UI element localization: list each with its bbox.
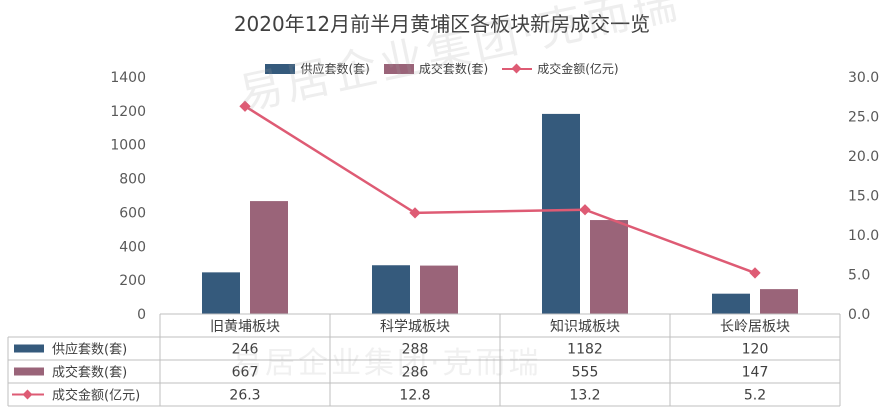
table-cell-value: 555 [572, 365, 599, 381]
legend: 供应套数(套) 成交套数(套) 成交金额(亿元) [0, 60, 884, 77]
y-right-tick-label: 15.0 [848, 189, 879, 205]
bar-supply [542, 113, 580, 314]
line-amount-marker [579, 204, 591, 216]
legend-item-amount: 成交金额(亿元) [502, 60, 619, 77]
table-cell-value: 5.2 [744, 388, 766, 404]
chart-title: 2020年12月前半月黄埔区各板块新房成交一览 [233, 12, 651, 36]
bar-deals [250, 201, 288, 314]
legend-label-deals: 成交套数(套) [418, 62, 489, 76]
y-right-tick-label: 20.0 [848, 149, 879, 165]
table-cell-value: 13.2 [569, 388, 600, 404]
table-cell-value: 1182 [567, 342, 603, 358]
legend-swatch-supply [265, 63, 296, 74]
legend-swatch-amount [502, 64, 533, 74]
y-left-tick-label: 800 [119, 172, 146, 188]
y-left-tick-label: 1200 [110, 104, 146, 120]
bar-deals [590, 220, 628, 314]
table-cell-value: 286 [402, 365, 429, 381]
legend-item-deals: 成交套数(套) [383, 60, 489, 77]
y-right-tick-label: 10.0 [848, 228, 879, 244]
y-left-tick-label: 600 [119, 205, 146, 221]
table-cell-value: 26.3 [229, 388, 260, 404]
y-right-tick-label: 30.0 [848, 70, 879, 86]
table-cell-value: 667 [232, 365, 259, 381]
table-legend-swatch [14, 367, 44, 376]
line-amount-marker [409, 207, 421, 219]
legend-label-amount: 成交金额(亿元) [537, 62, 619, 76]
table-legend-marker [22, 389, 33, 400]
bar-supply [712, 293, 750, 314]
x-tick-label: 长岭居板块 [720, 319, 790, 335]
legend-label-supply: 供应套数(套) [300, 62, 370, 76]
y-left-tick-label: 0 [137, 307, 146, 323]
table-cell-value: 12.8 [399, 388, 430, 404]
y-right-tick-label: 5.0 [848, 268, 870, 284]
x-tick-label: 知识城板块 [550, 318, 620, 335]
table-legend-swatch [14, 344, 44, 353]
x-tick-label: 旧黄埔板块 [210, 318, 280, 335]
y-right-tick-label: 25.0 [848, 110, 879, 126]
table-cell-value: 288 [402, 342, 429, 358]
table-cell-value: 246 [232, 342, 259, 358]
y-left-tick-label: 1400 [110, 70, 146, 86]
x-tick-label: 科学城板块 [380, 319, 450, 335]
table-cell-value: 120 [742, 342, 769, 358]
bar-deals [760, 289, 798, 314]
table-cell-value: 147 [742, 365, 769, 381]
y-left-tick-label: 200 [119, 273, 146, 289]
legend-swatch-deals [383, 63, 414, 74]
line-amount-marker [749, 267, 761, 279]
bar-supply [202, 272, 240, 314]
line-amount [244, 105, 756, 275]
table-series-label: 供应套数(套) [52, 342, 127, 358]
legend-item-supply: 供应套数(套) [265, 60, 370, 77]
bar-supply [372, 265, 410, 314]
bar-deals [420, 265, 458, 314]
table-series-label: 成交金额(亿元) [52, 388, 140, 404]
y-right-tick-label: 0.0 [848, 307, 870, 323]
y-left-tick-label: 1000 [110, 138, 146, 154]
y-left-tick-label: 400 [119, 239, 146, 255]
table-series-label: 成交套数(套) [52, 365, 127, 381]
